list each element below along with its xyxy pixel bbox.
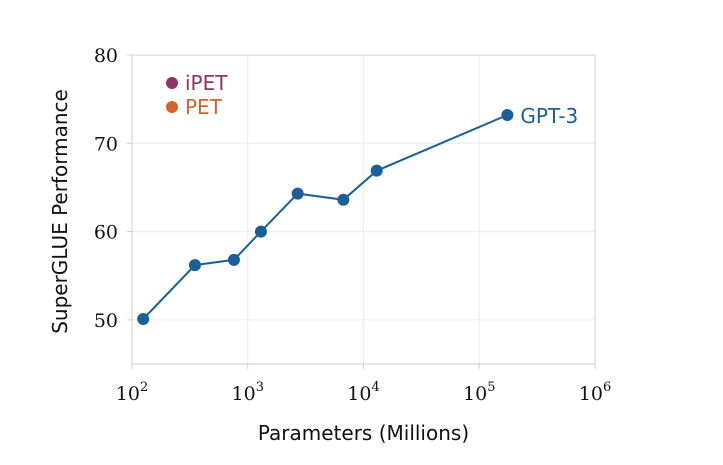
y-axis-ticks: 50 60 70 80 [94, 45, 132, 332]
data-point [291, 187, 304, 200]
x-axis-ticks: 102 103 104 105 106 [116, 364, 611, 405]
y-tick-label: 70 [94, 133, 118, 155]
data-point [137, 312, 150, 325]
y-tick-label: 50 [94, 310, 118, 332]
data-points [137, 109, 514, 325]
legend-label: PET [185, 95, 223, 119]
data-point [501, 109, 514, 122]
x-tick-label: 102 [116, 380, 148, 405]
x-tick-label: 105 [463, 380, 495, 405]
x-tick-label: 104 [347, 380, 379, 405]
y-tick-label: 60 [94, 222, 118, 244]
y-axis-label: SuperGLUE Performance [48, 89, 72, 334]
x-axis-label: Parameters (Millions) [258, 421, 469, 445]
data-point [370, 164, 383, 177]
data-point [188, 259, 201, 272]
legend-marker [166, 101, 178, 113]
legend-marker [166, 77, 178, 89]
legend-label: iPET [185, 71, 228, 95]
gpt3-series-line [142, 114, 508, 320]
x-tick-label: 106 [579, 380, 611, 405]
y-tick-label: 80 [94, 45, 118, 67]
data-point [337, 193, 350, 206]
data-point [227, 253, 240, 266]
x-tick-label: 103 [232, 380, 264, 405]
data-point [254, 225, 267, 238]
gpt3-annotation: GPT-3 [520, 104, 578, 128]
